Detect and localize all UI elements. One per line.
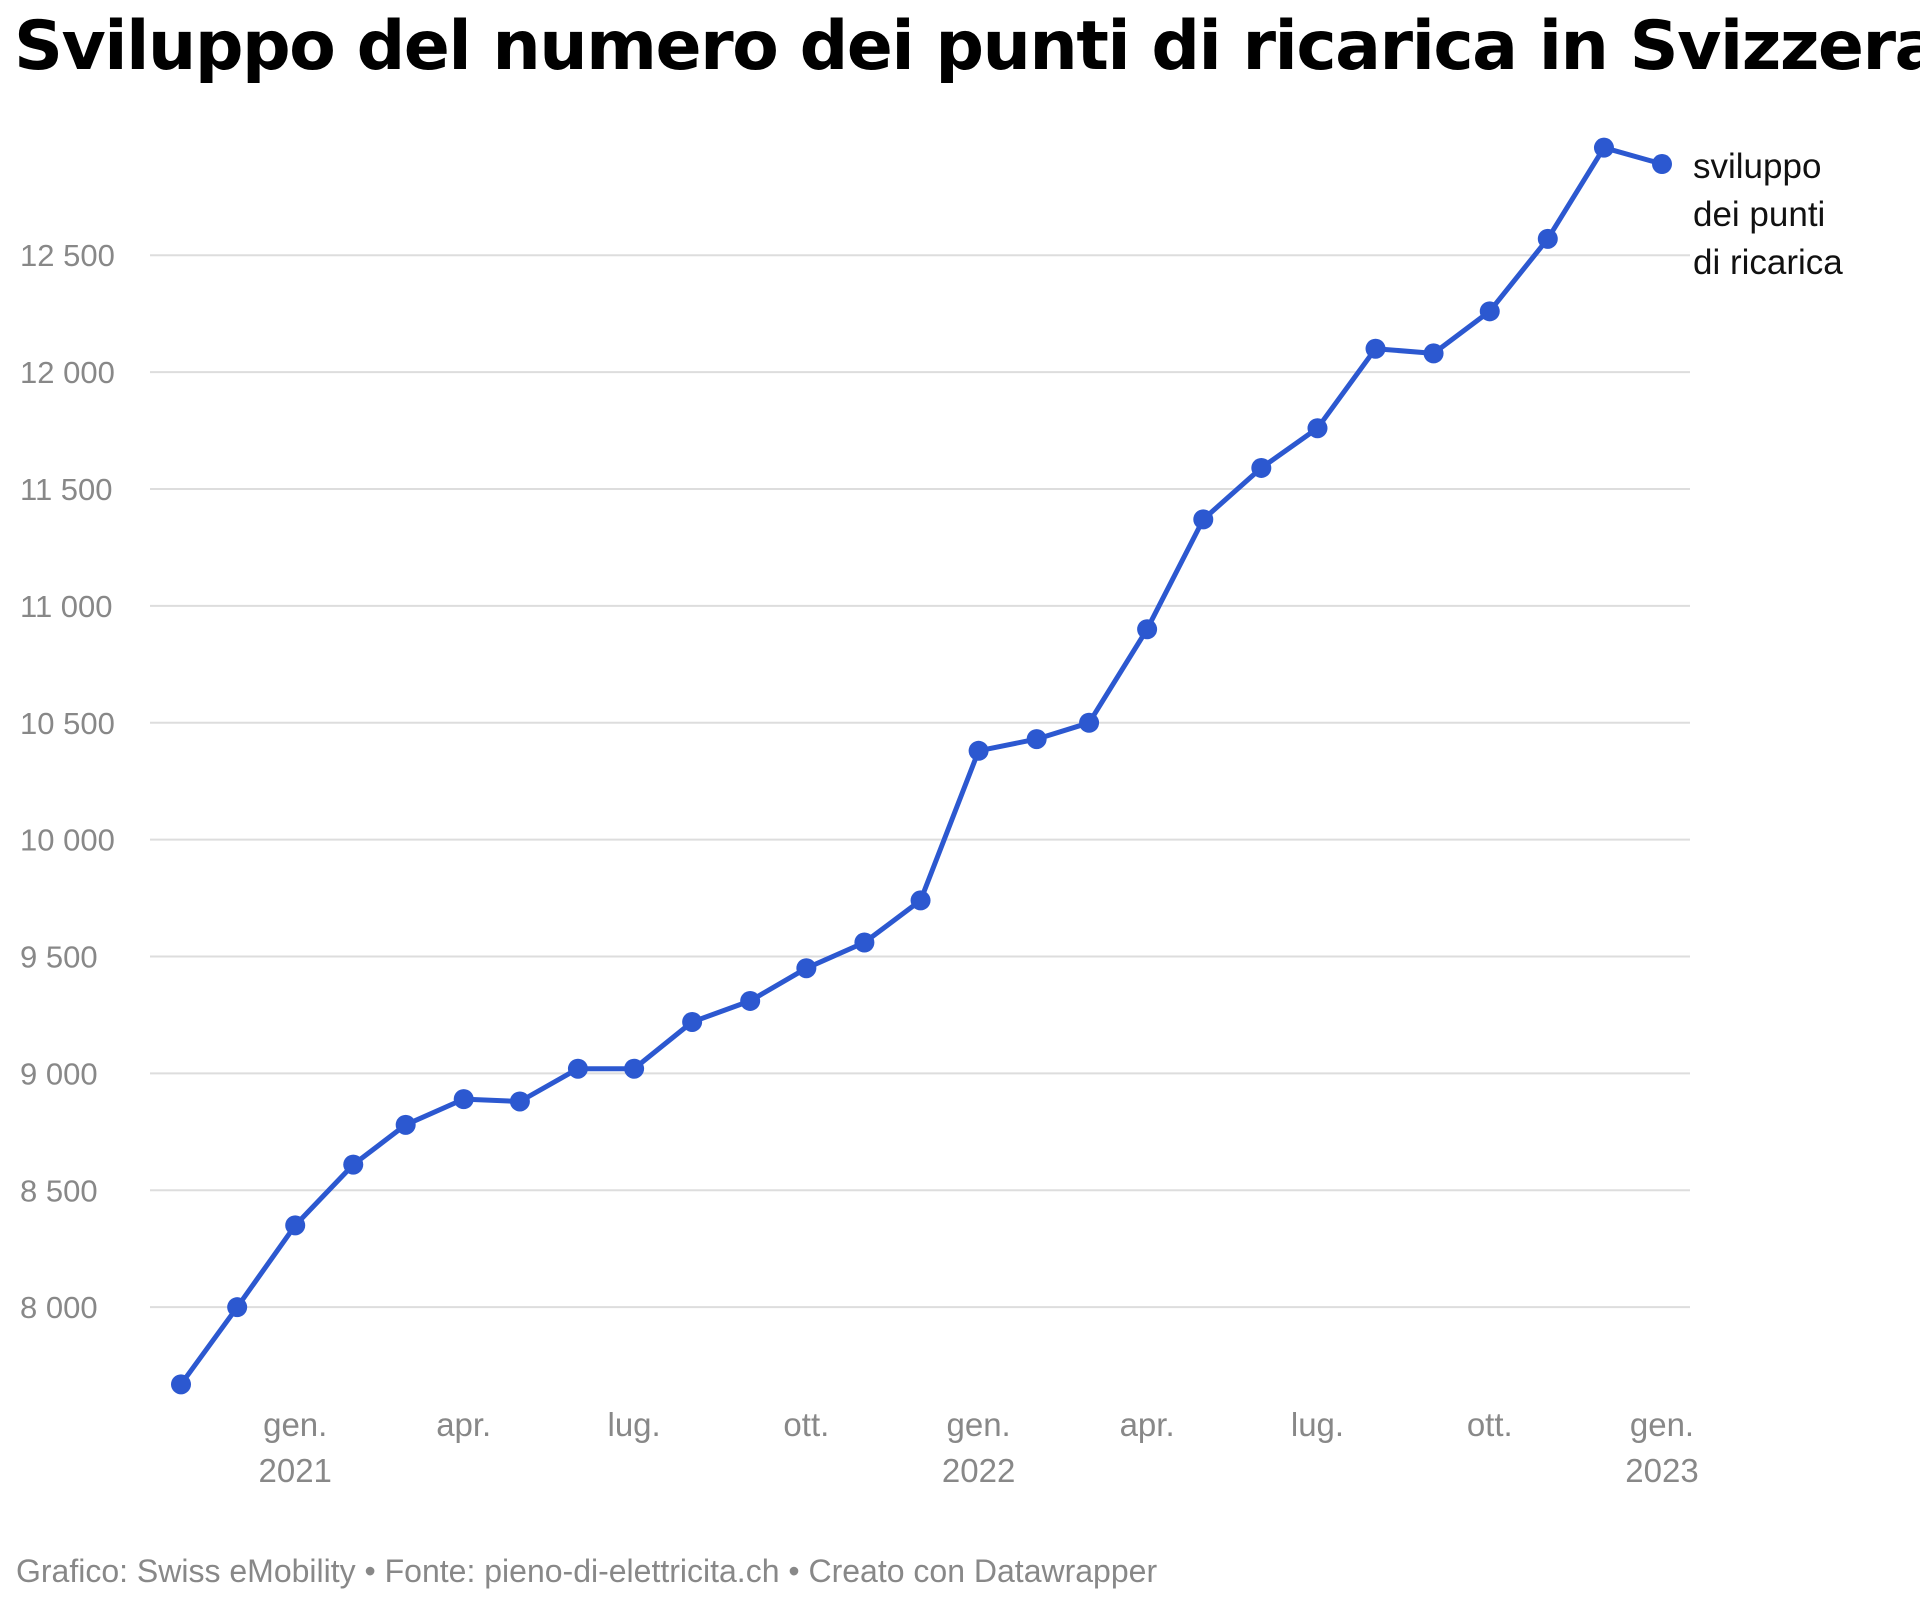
data-point <box>1307 418 1328 439</box>
data-point <box>227 1297 248 1318</box>
series-label-line: di ricarica <box>1693 243 1843 282</box>
data-point <box>1026 729 1047 750</box>
data-point <box>968 740 989 761</box>
x-tick-label: ott. <box>783 1406 829 1443</box>
data-point <box>453 1089 474 1110</box>
y-tick-label: 11 500 <box>20 472 113 507</box>
line-chart: 8 000 8 500 9 000 9 500 10 000 10 500 11 000 11… <box>20 137 1843 1489</box>
x-tick-label: ott. <box>1467 1406 1513 1443</box>
y-tick-label: 8 500 <box>20 1173 98 1208</box>
data-point <box>1479 301 1500 322</box>
y-tick-label: 9 000 <box>20 1056 98 1091</box>
data-point <box>1137 619 1158 640</box>
data-point <box>343 1154 364 1175</box>
x-tick-label: lug. <box>607 1406 660 1443</box>
x-tick-label: apr. <box>1120 1406 1175 1443</box>
data-point <box>740 990 761 1011</box>
y-tick-label: 10 000 <box>20 823 115 858</box>
y-tick-label: 12 000 <box>20 355 115 390</box>
data-point <box>171 1374 191 1395</box>
x-tick-label: lug. <box>1291 1406 1344 1443</box>
y-tick-label: 9 500 <box>20 940 98 975</box>
y-tick-label: 8 000 <box>20 1290 98 1325</box>
x-tick-year-label: 2021 <box>259 1452 332 1489</box>
x-tick-year-label: 2022 <box>942 1452 1015 1489</box>
series-label-line: dei punti <box>1693 195 1825 234</box>
chart-title: Sviluppo del numero dei punti di ricaric… <box>14 7 1920 86</box>
series-group <box>171 137 1672 1395</box>
x-tick-label: gen. <box>946 1406 1010 1443</box>
x-tick-year-label: 2023 <box>1625 1452 1698 1489</box>
series-label: sviluppo dei punti di ricarica <box>1693 147 1843 282</box>
x-tick-label: gen. <box>263 1406 327 1443</box>
data-point <box>910 890 931 911</box>
data-point <box>624 1058 645 1079</box>
data-point <box>796 958 817 979</box>
y-tick-label: 12 500 <box>20 238 115 273</box>
x-tick-label: apr. <box>436 1406 491 1443</box>
data-point <box>395 1114 416 1135</box>
data-point <box>854 932 875 953</box>
data-point <box>1423 343 1444 364</box>
data-point <box>285 1215 306 1236</box>
x-tick-label: gen. <box>1630 1406 1694 1443</box>
data-point <box>1079 712 1100 733</box>
data-point <box>682 1011 703 1032</box>
y-axis-ticks: 8 000 8 500 9 000 9 500 10 000 10 500 11 000 11… <box>20 238 115 1325</box>
x-axis-ticks: gen. 2021 apr. lug. ott. gen. 2022 apr. lug. ott.… <box>259 1406 1699 1489</box>
y-tick-label: 10 500 <box>20 706 115 741</box>
data-point <box>1193 509 1214 530</box>
series-label-line: sviluppo <box>1693 147 1821 186</box>
data-point <box>1593 137 1614 158</box>
data-point <box>1537 228 1558 249</box>
data-point <box>509 1091 530 1112</box>
chart-footer: Grafico: Swiss eMobility • Fonte: pieno-… <box>16 1553 1158 1589</box>
data-point <box>1365 338 1386 359</box>
gridlines <box>150 254 1690 1309</box>
series-line <box>178 145 1665 1387</box>
y-tick-label: 11 000 <box>20 589 113 624</box>
data-point <box>567 1058 588 1079</box>
data-point <box>1251 457 1272 478</box>
data-point <box>1652 154 1672 175</box>
